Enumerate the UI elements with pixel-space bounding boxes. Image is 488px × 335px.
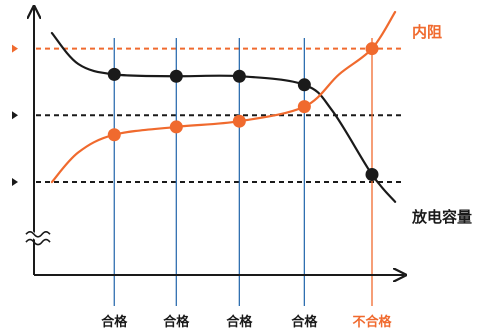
- data-point: [365, 42, 379, 56]
- series-label-resistance: 内阻: [412, 23, 442, 41]
- checkpoint-label: 合格: [226, 314, 253, 330]
- data-point: [107, 67, 121, 81]
- axis-break-icon: [25, 231, 51, 238]
- series-label-capacity: 放电容量: [411, 208, 472, 226]
- data-point: [232, 69, 246, 83]
- series-line: [50, 10, 397, 184]
- data-point: [365, 168, 379, 181]
- level-marker-icon: [12, 44, 18, 53]
- level-marker-icon: [12, 178, 18, 187]
- checkpoint-label: 合格: [101, 314, 128, 330]
- checkpoint-label: 合格: [291, 314, 318, 330]
- checkpoint-label: 不合格: [352, 314, 392, 330]
- checkpoint-label: 合格: [163, 314, 190, 330]
- data-point: [169, 120, 183, 134]
- data-point: [232, 114, 246, 128]
- level-marker-icon: [12, 111, 18, 120]
- data-point: [107, 128, 121, 142]
- axis-break-icon: [25, 238, 51, 246]
- series-line: [50, 31, 397, 203]
- data-point: [297, 78, 311, 92]
- data-point: [297, 100, 311, 114]
- data-point: [169, 69, 183, 83]
- axis-break-mask: [24, 230, 52, 241]
